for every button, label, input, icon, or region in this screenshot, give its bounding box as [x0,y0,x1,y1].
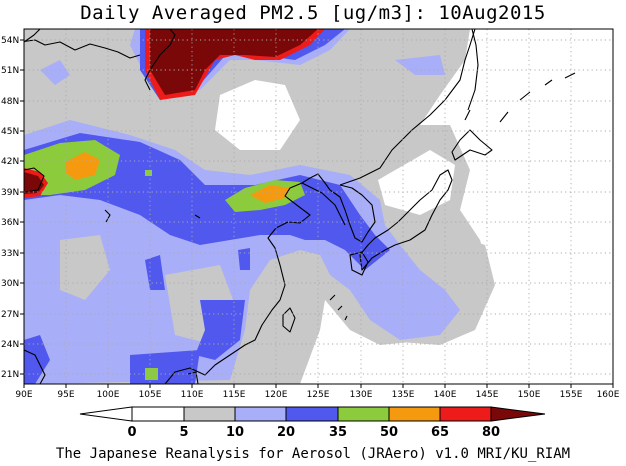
lon-label: 115E [223,390,246,400]
coastline-hokkaido [451,129,493,161]
coastline-russia-east [339,29,476,186]
coastline-mongolia-north [24,39,141,59]
lon-label: 130E [350,390,373,400]
lat-label: 33N [1,249,19,259]
contour-green-small [145,170,152,176]
contour-gray-inset1 [60,235,110,300]
colorbar-low-arrow [79,406,133,422]
coastline-sakhalin [464,29,479,121]
footer-credit: The Japanese Reanalysis for Aerosol (JRA… [55,446,571,462]
colorbar-label: 50 [380,425,398,440]
colorbar-segment [337,406,390,422]
lon-label: 100E [97,390,120,400]
lat-label: 42N [1,157,19,167]
lat-label: 54N [1,36,19,46]
colorbar-segment [234,406,287,422]
coastline-lake-baikal [144,29,176,91]
pm25-contours [24,29,576,384]
contour-green-south [145,368,158,380]
lon-label: 135E [392,390,415,400]
colorbar-label: 80 [482,425,500,440]
coastline-taiwan [282,307,296,333]
map-title: Daily Averaged PM2.5 [ug/m3]: 10Aug2015 [80,2,546,24]
lat-label: 24N [1,340,19,350]
lon-label: 150E [518,390,541,400]
lat-tick-labels: 21N 24N 27N 30N 33N 36N 39N 42N 45N 48N … [1,36,19,380]
contour-orange-east [250,185,290,203]
lat-label: 27N [1,310,19,320]
coastline-ryukyu [329,294,348,321]
lon-label: 110E [181,390,204,400]
colorbar-label: 35 [329,425,347,440]
coastline-china [164,182,346,384]
map-grid [24,29,613,384]
lon-tick-labels: 90E 95E 100E 105E 110E 115E 120E 125E 13… [15,390,619,400]
contour-blue-west [145,255,165,290]
contour-white-north [215,80,300,150]
colorbar-high-arrow [490,406,546,422]
lon-label: 145E [476,390,499,400]
coastlines [24,29,576,384]
lat-label: 48N [1,97,19,107]
lon-label: 140E [434,390,457,400]
coastline-nw [24,29,41,43]
lon-label: 120E [265,390,288,400]
colorbar-label: 20 [277,425,295,440]
colorbar-label: 10 [226,425,244,440]
lat-label: 21N [1,370,19,380]
lat-label: 45N [1,127,19,137]
lat-label: 30N [1,279,19,289]
lon-label: 90E [15,390,32,400]
lat-label: 39N [1,188,19,198]
contour-blue-inland [238,248,250,270]
colorbar-label: 0 [127,425,136,440]
lon-label: 125E [307,390,330,400]
lat-label: 51N [1,66,19,76]
coastline-inland2 [194,214,201,219]
lon-label: 95E [57,390,74,400]
colorbar-label: 65 [431,425,449,440]
colorbar: 0 5 10 20 35 50 65 80 [79,406,546,440]
contour-lightblue-nw [40,60,70,85]
coastline-korea [329,184,376,243]
contour-blue-sw [195,300,245,360]
colorbar-label: 5 [179,425,188,440]
colorbar-segment [183,406,236,422]
lon-label: 105E [139,390,162,400]
contour-white-coast [378,150,455,215]
coastline-west [24,167,45,193]
contour-orange-west [65,152,100,180]
lon-label: 155E [560,390,583,400]
contour-blue-south [130,350,200,384]
coastline-kuril [499,72,576,123]
contour-lightblue-ne [395,55,445,75]
coastline-sw [24,349,46,384]
coastline-bohai [301,173,331,191]
colorbar-segment [131,406,185,422]
colorbar-segment [388,406,441,422]
coastline-inland1 [104,209,111,223]
colorbar-segment [439,406,492,422]
coastline-hainan [187,371,199,384]
lat-label: 36N [1,218,19,228]
colorbar-segment [285,406,339,422]
tick-marks [20,39,614,388]
coastline-japan-kyushu [349,251,369,276]
lon-label: 160E [597,390,620,400]
coastline-japan-honshu [359,169,453,271]
